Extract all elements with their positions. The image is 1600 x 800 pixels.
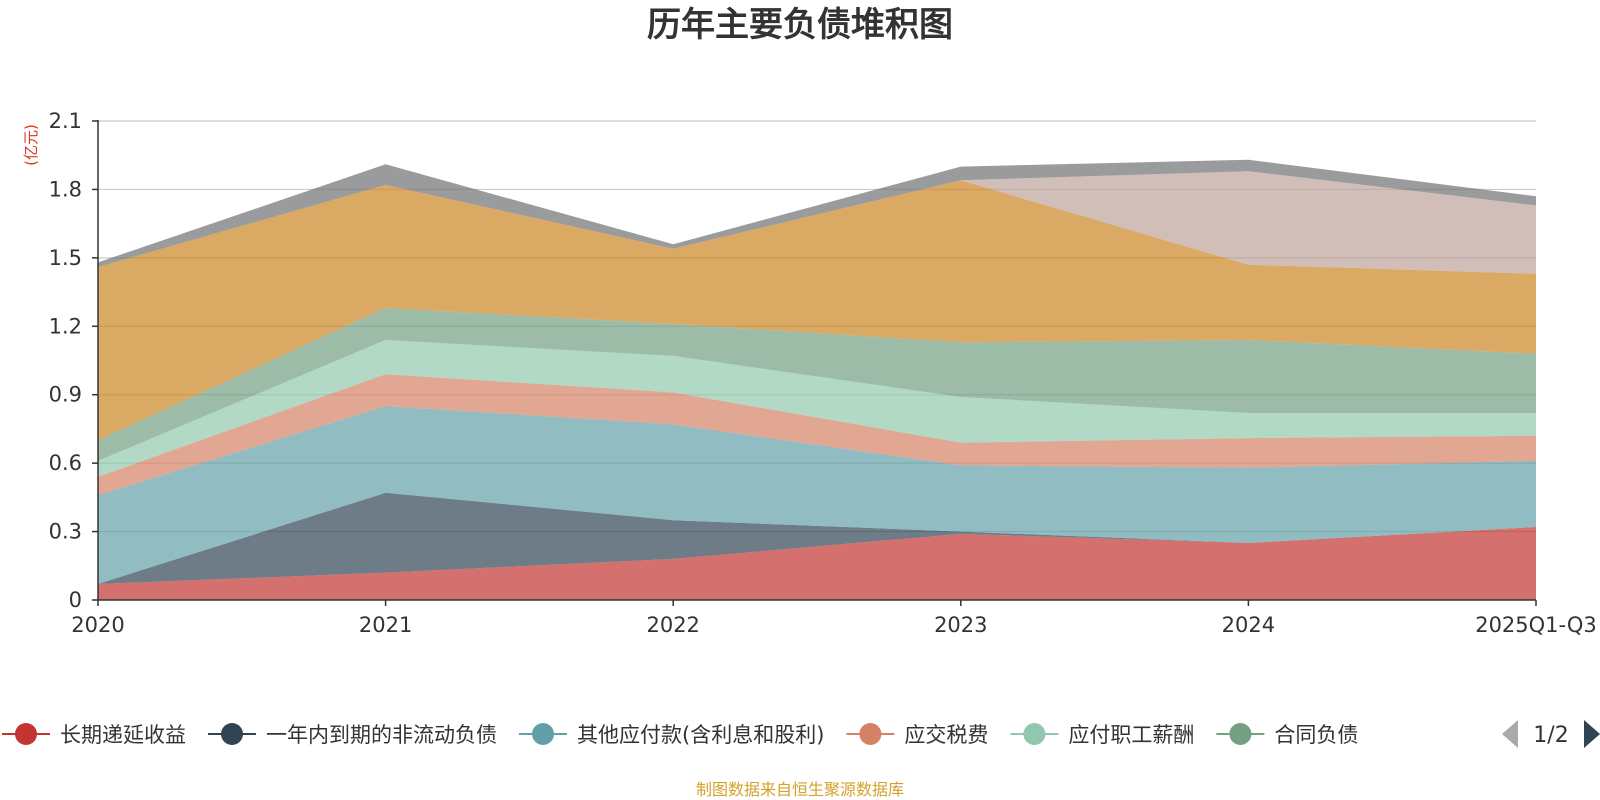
y-tick-label: 1.5 (49, 246, 82, 270)
legend-marker-icon (15, 723, 37, 745)
legend-item[interactable]: 应交税费 (846, 723, 988, 747)
area-series (98, 180, 1536, 441)
x-tick-label: 2023 (934, 613, 987, 637)
legend-marker-icon (1023, 723, 1046, 745)
y-tick-label: 1.8 (49, 177, 82, 201)
legend-label: 合同负债 (1274, 723, 1358, 747)
area-series (98, 492, 1536, 584)
x-tick-label: 2025Q1-Q3 (1475, 613, 1597, 637)
y-tick-label: 0 (69, 588, 82, 612)
x-tick-label: 2020 (71, 613, 124, 637)
legend-prev-page-icon[interactable] (1502, 720, 1518, 748)
area-series (98, 374, 1536, 496)
area-series (98, 308, 1536, 461)
legend-label: 应付职工薪酬 (1068, 723, 1194, 747)
legend-label: 应交税费 (904, 723, 988, 747)
legend-label: 其他应付款(含利息和股利) (577, 723, 824, 747)
stacked-areas (98, 159, 1536, 600)
y-axis-unit-label: (亿元) (22, 124, 40, 166)
x-tick-label: 2022 (646, 613, 699, 637)
x-tick-label: 2021 (359, 613, 412, 637)
legend-item[interactable]: 一年内到期的非流动负债 (208, 723, 497, 747)
y-tick-label: 1.2 (49, 314, 82, 338)
legend-marker-icon (532, 723, 554, 745)
y-tick-label: 0.9 (49, 383, 82, 407)
legend-label: 长期递延收益 (60, 723, 186, 747)
axes: 0 0.3 0.6 0.9 1.2 1.5 1.8 2.1 2020 2021 2022 2023 20… (49, 109, 1597, 637)
x-tick-label: 2024 (1222, 613, 1275, 637)
y-tick-label: 2.1 (49, 109, 82, 133)
legend-item[interactable]: 应付职工薪酬 (1010, 723, 1194, 747)
area-series (98, 171, 1536, 274)
legend-page-indicator: 1/2 (1533, 723, 1568, 748)
legend-marker-icon (859, 723, 882, 745)
area-series (98, 406, 1536, 584)
area-series (98, 340, 1536, 477)
legend-label: 一年内到期的非流动负债 (266, 723, 497, 747)
legend: 长期递延收益 一年内到期的非流动负债 其他应付款(含利息和股利) 应交税费 应付职工薪酬… (2, 723, 1358, 747)
legend-item[interactable]: 其他应付款(含利息和股利) (519, 723, 824, 747)
area-series (98, 527, 1536, 600)
area-series (98, 159, 1536, 267)
y-tick-label: 0.3 (49, 520, 82, 544)
legend-marker-icon (221, 723, 243, 745)
legend-marker-icon (1229, 723, 1252, 745)
legend-item[interactable]: 合同负债 (1216, 723, 1358, 747)
chart-title: 历年主要负债堆积图 (647, 5, 953, 45)
data-source-note: 制图数据来自恒生聚源数据库 (696, 780, 904, 799)
legend-next-page-icon[interactable] (1584, 720, 1600, 748)
y-tick-label: 0.6 (49, 451, 82, 475)
legend-pager: 1/2 (1502, 720, 1600, 748)
legend-item[interactable]: 长期递延收益 (2, 723, 186, 747)
